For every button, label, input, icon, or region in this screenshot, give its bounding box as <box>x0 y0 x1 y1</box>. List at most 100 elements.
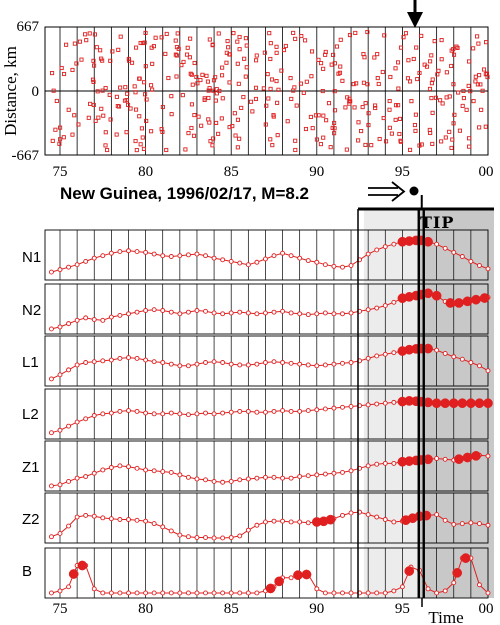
top-xtick-label: 00 <box>479 164 494 180</box>
catalog-event-point <box>153 35 158 40</box>
catalog-event-point <box>380 69 385 75</box>
series-point <box>374 353 380 359</box>
catalog-event-point <box>321 113 326 118</box>
catalog-event-point <box>90 77 96 82</box>
catalog-event-point <box>70 67 75 73</box>
series-point <box>340 469 345 475</box>
catalog-event-point <box>406 58 411 63</box>
catalog-event-point <box>377 136 382 142</box>
catalog-event-point <box>118 34 123 39</box>
catalog-event-point <box>241 95 246 100</box>
alarm-point <box>77 560 88 571</box>
catalog-event-point <box>179 63 184 68</box>
series-point <box>100 467 106 473</box>
catalog-event-point <box>473 74 478 79</box>
series-point <box>237 260 243 266</box>
catalog-event-point <box>114 132 119 137</box>
series-point <box>185 474 191 480</box>
series-point <box>262 409 268 415</box>
series-point <box>203 308 208 314</box>
catalog-event-point <box>216 31 221 36</box>
alarm-point <box>445 298 456 308</box>
series-point <box>340 264 345 270</box>
series-point <box>391 350 397 356</box>
bottom-xtick-label: 80 <box>138 601 153 617</box>
series-point <box>211 359 217 365</box>
catalog-event-point <box>123 85 128 90</box>
panel-frame <box>44 492 489 544</box>
series-point <box>476 521 482 527</box>
catalog-event-point <box>231 31 236 36</box>
catalog-event-point <box>103 130 108 135</box>
series-point <box>134 309 140 315</box>
catalog-event-point <box>199 123 204 128</box>
series-point <box>348 310 354 316</box>
catalog-event-point <box>248 99 254 104</box>
series-point <box>314 259 320 265</box>
catalog-event-point <box>304 79 309 84</box>
series-point <box>485 522 491 528</box>
series-point <box>365 402 371 408</box>
series-point <box>126 248 131 254</box>
catalog-event-point <box>253 85 259 90</box>
series-point <box>74 514 80 520</box>
series-point <box>305 312 311 318</box>
catalog-event-point <box>449 145 454 150</box>
series-point <box>203 360 208 365</box>
catalog-event-point <box>396 60 401 65</box>
series-label-l2: L2 <box>22 406 39 423</box>
series-point <box>220 535 226 541</box>
alarm-point <box>325 514 336 525</box>
series-point <box>391 588 397 594</box>
series-point <box>143 410 149 416</box>
catalog-event-point <box>108 117 113 122</box>
catalog-event-point <box>50 71 55 76</box>
panel-frame <box>44 229 489 281</box>
series-point <box>305 362 311 368</box>
catalog-event-point <box>363 142 368 148</box>
catalog-event-point <box>456 90 461 95</box>
series-point <box>211 478 217 484</box>
catalog-event-point <box>360 105 365 110</box>
catalog-event-point <box>219 116 224 121</box>
catalog-event-point <box>187 55 192 60</box>
series-point <box>194 251 200 257</box>
series-label-n1: N1 <box>22 249 41 266</box>
catalog-event-point <box>150 87 155 92</box>
catalog-event-point <box>164 31 169 37</box>
series-point <box>237 533 243 539</box>
series-label-l1: L1 <box>22 354 39 371</box>
series-point <box>442 456 448 462</box>
series-point <box>74 317 80 323</box>
series-point <box>331 361 337 367</box>
series-point <box>237 309 243 315</box>
catalog-event-point <box>274 50 279 55</box>
catalog-event-point <box>66 107 71 112</box>
catalog-event-point <box>351 82 356 87</box>
event-double-arrow <box>368 181 419 202</box>
catalog-event-point <box>405 76 411 81</box>
catalog-event-point <box>476 41 481 46</box>
top-ytick-0: 0 <box>32 84 40 100</box>
catalog-event-point <box>412 123 417 128</box>
alarm-point <box>274 576 284 587</box>
series-point <box>485 368 491 374</box>
catalog-event-point <box>79 57 84 62</box>
series-point <box>442 245 448 251</box>
series-point <box>143 308 149 313</box>
series-point <box>374 247 380 253</box>
series-point <box>314 407 320 413</box>
catalog-event-point <box>427 86 433 91</box>
catalog-event-point <box>189 102 194 107</box>
catalog-event-point <box>139 126 144 131</box>
catalog-event-point <box>481 67 487 72</box>
series-point <box>126 311 131 317</box>
catalog-event-point <box>268 56 273 62</box>
series-point <box>126 355 131 361</box>
series-point <box>391 460 397 466</box>
catalog-event-point <box>428 59 433 64</box>
catalog-event-point <box>235 39 240 44</box>
catalog-event-point <box>217 88 222 94</box>
series-point <box>203 253 208 259</box>
